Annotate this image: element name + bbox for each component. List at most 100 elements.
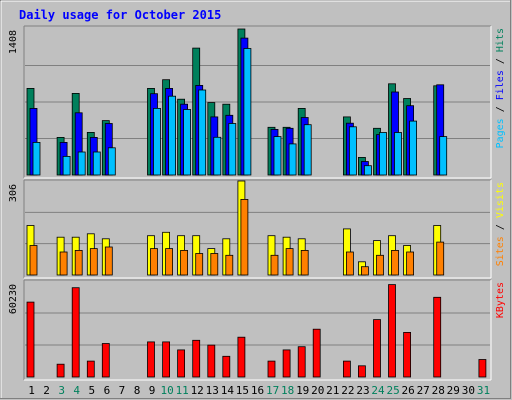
bar-kbytes-day-3 — [56, 363, 65, 378]
panel-max-label: 60230 — [8, 284, 19, 314]
panel-visits-sites: 306 Sites / Visits — [8, 179, 506, 279]
bar-pages-day-11 — [183, 109, 192, 176]
bar-kbytes-day-1 — [26, 301, 35, 378]
bar-sites-day-23 — [360, 266, 369, 276]
bar-sites-day-22 — [345, 251, 354, 276]
bar-pages-day-5 — [92, 151, 101, 176]
legend-part: / — [495, 52, 506, 70]
panel-legend: KBytes — [495, 282, 506, 318]
day-label-1: 1 — [28, 384, 35, 397]
legend-part: Visits — [495, 182, 506, 218]
bar-sites-day-10 — [165, 248, 174, 276]
day-label-23: 23 — [356, 384, 369, 397]
day-label-29: 29 — [447, 384, 460, 397]
bar-pages-day-13 — [213, 136, 222, 176]
day-label-3: 3 — [58, 384, 65, 397]
bar-pages-day-14 — [228, 123, 237, 176]
bar-pages-day-15 — [243, 48, 252, 176]
panel-max-label: 1408 — [8, 30, 19, 54]
bar-sites-day-13 — [210, 253, 219, 276]
legend-part: KBytes — [495, 282, 506, 318]
bar-pages-day-23 — [363, 165, 372, 176]
bar-pages-day-3 — [62, 155, 71, 176]
legend-part: Sites — [495, 236, 506, 266]
bar-pages-day-1 — [32, 141, 41, 176]
legend-part: Files — [495, 70, 506, 100]
bar-sites-day-24 — [376, 254, 384, 276]
bar-kbytes-day-18 — [282, 349, 291, 378]
bar-sites-day-11 — [180, 249, 189, 276]
bar-sites-day-1 — [29, 245, 38, 276]
legend-part: / — [495, 218, 506, 236]
day-label-28: 28 — [432, 384, 445, 397]
bar-kbytes-day-24 — [373, 319, 381, 378]
panel-legend: Pages / Files / Hits — [495, 28, 506, 148]
legend-part: Hits — [495, 28, 506, 52]
day-label-5: 5 — [88, 384, 95, 397]
panel-hits-files-pages: 1408 Pages / Files / Hits — [8, 25, 506, 179]
bar-kbytes-day-23 — [357, 365, 366, 378]
legend-part: Pages — [495, 118, 506, 148]
bar-sites-day-4 — [74, 249, 83, 276]
day-label-22: 22 — [341, 384, 354, 397]
bar-sites-day-26 — [406, 251, 415, 276]
bar-pages-day-18 — [288, 143, 297, 176]
bar-pages-day-24 — [379, 132, 387, 176]
bar-kbytes-day-22 — [342, 360, 351, 378]
day-label-14: 14 — [221, 384, 235, 397]
day-label-12: 12 — [191, 384, 204, 397]
day-label-26: 26 — [401, 384, 414, 397]
bar-pages-day-26 — [409, 120, 418, 176]
bar-kbytes-day-12 — [192, 339, 201, 378]
day-label-7: 7 — [119, 384, 126, 397]
bar-kbytes-day-10 — [162, 341, 171, 378]
bar-sites-day-18 — [285, 248, 294, 276]
day-label-25: 25 — [386, 384, 399, 397]
bar-kbytes-day-5 — [86, 360, 95, 378]
day-label-27: 27 — [417, 384, 430, 397]
panel-max-label: 306 — [8, 184, 19, 202]
bar-kbytes-day-17 — [267, 360, 276, 378]
bar-pages-day-4 — [77, 151, 86, 176]
bar-pages-day-10 — [168, 95, 177, 176]
day-label-20: 20 — [311, 384, 324, 397]
chart-title: Daily usage for October 2015 — [19, 8, 221, 22]
day-label-2: 2 — [43, 384, 50, 397]
bar-kbytes-day-20 — [312, 328, 321, 378]
bar-kbytes-day-14 — [222, 355, 231, 378]
bar-sites-day-3 — [59, 251, 68, 276]
day-label-31: 31 — [477, 384, 490, 397]
bar-sites-day-9 — [150, 248, 158, 276]
day-label-19: 19 — [296, 384, 309, 397]
bar-pages-day-6 — [107, 147, 116, 176]
bar-sites-day-6 — [104, 246, 113, 276]
bar-pages-day-17 — [273, 136, 282, 176]
day-label-10: 10 — [160, 384, 173, 397]
day-label-6: 6 — [104, 384, 111, 397]
bar-pages-day-12 — [198, 89, 207, 176]
bar-pages-day-19 — [303, 124, 312, 176]
day-label-18: 18 — [281, 384, 294, 397]
bar-kbytes-day-11 — [177, 349, 186, 378]
bar-kbytes-day-6 — [101, 343, 110, 378]
bar-pages-day-9 — [153, 108, 161, 176]
day-label-21: 21 — [326, 384, 339, 397]
bar-sites-day-25 — [391, 249, 399, 276]
day-label-30: 30 — [462, 384, 475, 397]
bar-kbytes-day-26 — [403, 331, 412, 378]
legend-part: / — [495, 100, 506, 118]
bar-sites-day-14 — [225, 254, 234, 276]
day-axis-labels: 1 2 3 4 5 6 7 8 9 10 11 12 13 14 15 16 17 18 19 20 21 22 23 24 2… — [28, 384, 490, 397]
bar-kbytes-day-13 — [207, 344, 216, 378]
day-label-15: 15 — [236, 384, 249, 397]
bar-sites-day-12 — [195, 253, 204, 276]
day-label-17: 17 — [266, 384, 279, 397]
bar-sites-day-15 — [240, 198, 249, 276]
day-label-9: 9 — [149, 384, 156, 397]
day-label-4: 4 — [73, 384, 80, 397]
bar-pages-day-28 — [439, 136, 448, 176]
bar-sites-day-19 — [300, 249, 309, 276]
panel-legend: Sites / Visits — [495, 182, 506, 266]
day-label-13: 13 — [206, 384, 219, 397]
